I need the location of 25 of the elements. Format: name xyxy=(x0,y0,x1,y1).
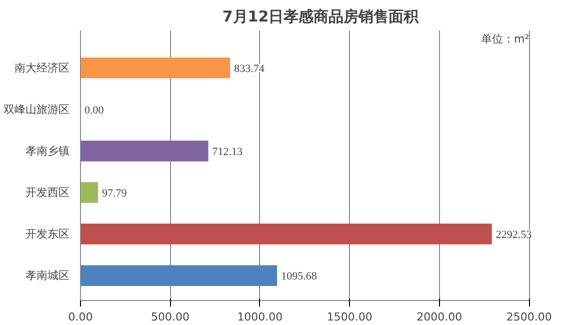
bar xyxy=(80,140,208,162)
data-label: 97.79 xyxy=(102,188,128,200)
chart-title: 7月12日孝感商品房销售面积 xyxy=(222,8,420,26)
annotation: 单位：m² xyxy=(480,32,530,46)
data-label: 833.74 xyxy=(234,62,265,75)
bar xyxy=(80,58,230,78)
y-tick-label: 双峰山旅游区 xyxy=(4,102,70,116)
x-tick-label: 2000.00 xyxy=(416,310,462,324)
x-tick-label: 0.00 xyxy=(68,310,93,324)
x-tick-label: 1500.00 xyxy=(326,310,372,324)
data-label: 0.00 xyxy=(84,104,104,116)
data-label: 1095.68 xyxy=(281,270,318,283)
x-tick-label: 500.00 xyxy=(150,310,190,324)
y-tick-label: 孝南乡镇 xyxy=(26,144,70,158)
data-label: 2292.53 xyxy=(496,229,532,242)
x-tick-label: 1000.00 xyxy=(237,310,283,324)
bar xyxy=(80,265,278,286)
y-tick-label: 开发西区 xyxy=(26,186,70,199)
data-label: 712.13 xyxy=(212,146,244,158)
bar xyxy=(80,182,98,203)
x-tick-label: 2500.00 xyxy=(506,310,552,324)
y-tick-label: 孝南城区 xyxy=(26,269,70,282)
y-tick-label: 南大经济区 xyxy=(14,61,70,74)
bar xyxy=(80,224,492,244)
y-tick-label: 开发东区 xyxy=(26,228,70,241)
